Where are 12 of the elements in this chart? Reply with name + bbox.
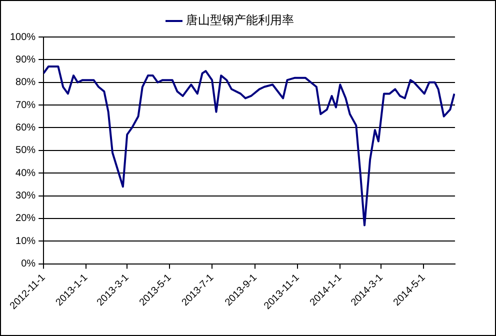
y-tick-label: 20% <box>16 213 36 224</box>
y-tick-label: 30% <box>16 190 36 202</box>
y-tick-label: 40% <box>16 168 36 179</box>
y-tick-label: 60% <box>16 122 36 134</box>
legend-label: 唐山型钢产能利用率 <box>186 13 294 28</box>
y-tick-label: 50% <box>16 145 36 156</box>
y-tick-label: 90% <box>16 54 36 66</box>
y-tick-label: 70% <box>16 100 36 111</box>
y-tick-label: 10% <box>16 236 36 247</box>
y-tick-label: 80% <box>16 77 36 88</box>
y-tick-label: 100% <box>10 32 36 43</box>
y-tick-label: 0% <box>21 258 36 270</box>
